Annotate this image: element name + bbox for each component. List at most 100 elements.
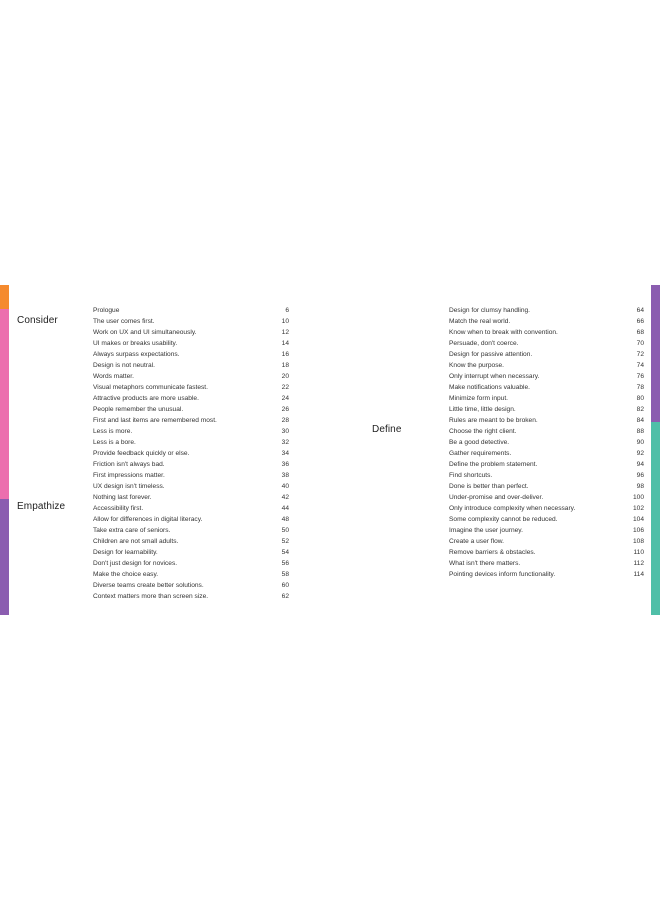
toc-entry-title: Know the purpose. (449, 362, 504, 369)
toc-entry: What isn't there matters. 112 (449, 558, 644, 569)
toc-entry-title: Be a good detective. (449, 439, 510, 446)
toc-entry-title: Minimize form input. (449, 395, 508, 402)
toc-entry: Some complexity cannot be reduced. 104 (449, 514, 644, 525)
toc-entry-title: Take extra care of seniors. (93, 527, 171, 534)
toc-entry-page: 64 (636, 307, 644, 314)
toc-entry-title: Less is more. (93, 428, 133, 435)
toc-entry-page: 30 (281, 428, 289, 435)
toc-entry-title: Design for learnability. (93, 549, 158, 556)
toc-entry-title: Little time, little design. (449, 406, 516, 413)
toc-entry: Gather requirements. 92 (449, 448, 644, 459)
toc-entry: Diverse teams create better solutions. 60 (93, 580, 289, 591)
toc-entry-title: Define the problem statement. (449, 461, 538, 468)
toc-entry-title: Done is better than perfect. (449, 483, 529, 490)
toc-entry-title: Design for passive attention. (449, 351, 533, 358)
toc-entry: Under-promise and over-deliver. 100 (449, 492, 644, 503)
toc-entry-page: 114 (633, 571, 644, 578)
toc-entry-page: 58 (281, 571, 289, 578)
toc-entry: Find shortcuts. 96 (449, 470, 644, 481)
toc-entry: Take extra care of seniors. 50 (93, 525, 289, 536)
toc-entry-page: 34 (281, 450, 289, 457)
toc-entry-page: 24 (281, 395, 289, 402)
toc-entry: Only interrupt when necessary. 76 (449, 371, 644, 382)
toc-entry-page: 108 (632, 538, 644, 545)
toc-entry-title: Prologue (93, 307, 120, 314)
toc-entry-page: 84 (636, 417, 644, 424)
toc-entry-page: 32 (281, 439, 289, 446)
toc-entry: People remember the unusual. 26 (93, 404, 289, 415)
toc-entry: Know the purpose. 74 (449, 360, 644, 371)
toc-entry: Less is a bore. 32 (93, 437, 289, 448)
empathize-purple-bar (0, 499, 9, 615)
toc-entry-page: 18 (281, 362, 289, 369)
toc-entry-title: Work on UX and UI simultaneously. (93, 329, 197, 336)
toc-entry-page: 62 (281, 593, 289, 600)
toc-entry: Design for clumsy handling. 64 (449, 305, 644, 316)
toc-entry-title: Gather requirements. (449, 450, 512, 457)
toc-entry-page: 76 (636, 373, 644, 380)
toc-entry-page: 44 (281, 505, 289, 512)
toc-entry-page: 22 (281, 384, 289, 391)
consider-orange-bar (0, 285, 9, 309)
toc-entry-page: 42 (281, 494, 289, 501)
toc-entry-page: 12 (281, 329, 289, 336)
toc-entry: Less is more. 30 (93, 426, 289, 437)
toc-entry: Provide feedback quickly or else. 34 (93, 448, 289, 459)
toc-entry: Always surpass expectations. 16 (93, 349, 289, 360)
toc-entry: Design for passive attention. 72 (449, 349, 644, 360)
toc-entry-title: Under-promise and over-deliver. (449, 494, 544, 501)
toc-entry: Friction isn't always bad. 36 (93, 459, 289, 470)
toc-entry-title: Allow for differences in digital literac… (93, 516, 203, 523)
toc-entry: Allow for differences in digital literac… (93, 514, 289, 525)
consider-pink-bar (0, 309, 9, 499)
toc-entry: Make notifications valuable. 78 (449, 382, 644, 393)
toc-entry-page: 36 (281, 461, 289, 468)
toc-entry: Remove barriers & obstacles. 110 (449, 547, 644, 558)
toc-entry: Define the problem statement. 94 (449, 459, 644, 470)
toc-entry: Context matters more than screen size. 62 (93, 591, 289, 600)
toc-entry-title: Only interrupt when necessary. (449, 373, 540, 380)
toc-entry-page: 52 (281, 538, 289, 545)
toc-entry: Make the choice easy. 58 (93, 569, 289, 580)
toc-entry: First and last items are remembered most… (93, 415, 289, 426)
toc-entry: Only introduce complexity when necessary… (449, 503, 644, 514)
left-toc-region: Prologue 6 The user comes first. 10 Work on … (93, 305, 289, 600)
toc-entry-title: Make the choice easy. (93, 571, 159, 578)
toc-entry-title: Children are not small adults. (93, 538, 179, 545)
toc-entry-page: 104 (632, 516, 644, 523)
toc-entry-page: 54 (281, 549, 289, 556)
toc-entry: Accessibility first. 44 (93, 503, 289, 514)
toc-entry-page: 92 (636, 450, 644, 457)
toc-entry-title: Less is a bore. (93, 439, 136, 446)
toc-entry-title: Only introduce complexity when necessary… (449, 505, 576, 512)
define-purple-bar (651, 285, 660, 422)
toc-entry: Know when to break with convention. 68 (449, 327, 644, 338)
toc-entry-page: 88 (636, 428, 644, 435)
toc-entry: Design for learnability. 54 (93, 547, 289, 558)
define-teal-bar (651, 422, 660, 615)
toc-entry-title: Words matter. (93, 373, 134, 380)
toc-entry-title: First impressions matter. (93, 472, 165, 479)
toc-entry-title: Rules are meant to be broken. (449, 417, 538, 424)
toc-entry: Visual metaphors communicate fastest. 22 (93, 382, 289, 393)
toc-entry-page: 56 (281, 560, 289, 567)
toc-entry-title: Know when to break with convention. (449, 329, 558, 336)
section-title-empathize: Empathize (17, 501, 66, 512)
toc-entry: Pointing devices inform functionality. 11… (449, 569, 644, 580)
toc-entry: Choose the right client. 88 (449, 426, 644, 437)
left-toc-list: Prologue 6 The user comes first. 10 Work on … (93, 305, 289, 600)
toc-entry-title: Provide feedback quickly or else. (93, 450, 190, 457)
toc-entry-page: 68 (636, 329, 644, 336)
toc-entry: Nothing last forever. 42 (93, 492, 289, 503)
toc-entry-page: 28 (281, 417, 289, 424)
toc-entry-title: First and last items are remembered most… (93, 417, 217, 424)
toc-entry-title: Context matters more than screen size. (93, 593, 209, 600)
toc-entry-page: 38 (281, 472, 289, 479)
toc-entry: UX design isn't timeless. 40 (93, 481, 289, 492)
toc-entry-page: 10 (281, 318, 289, 325)
toc-entry-page: 94 (636, 461, 644, 468)
toc-entry: Children are not small adults. 52 (93, 536, 289, 547)
toc-entry-title: Accessibility first. (93, 505, 144, 512)
toc-entry-title: Nothing last forever. (93, 494, 152, 501)
toc-entry-page: 78 (636, 384, 644, 391)
